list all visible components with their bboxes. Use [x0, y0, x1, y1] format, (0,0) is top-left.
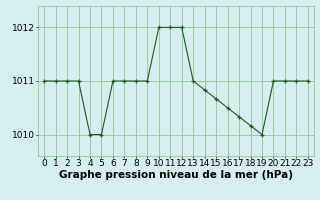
- X-axis label: Graphe pression niveau de la mer (hPa): Graphe pression niveau de la mer (hPa): [59, 170, 293, 180]
